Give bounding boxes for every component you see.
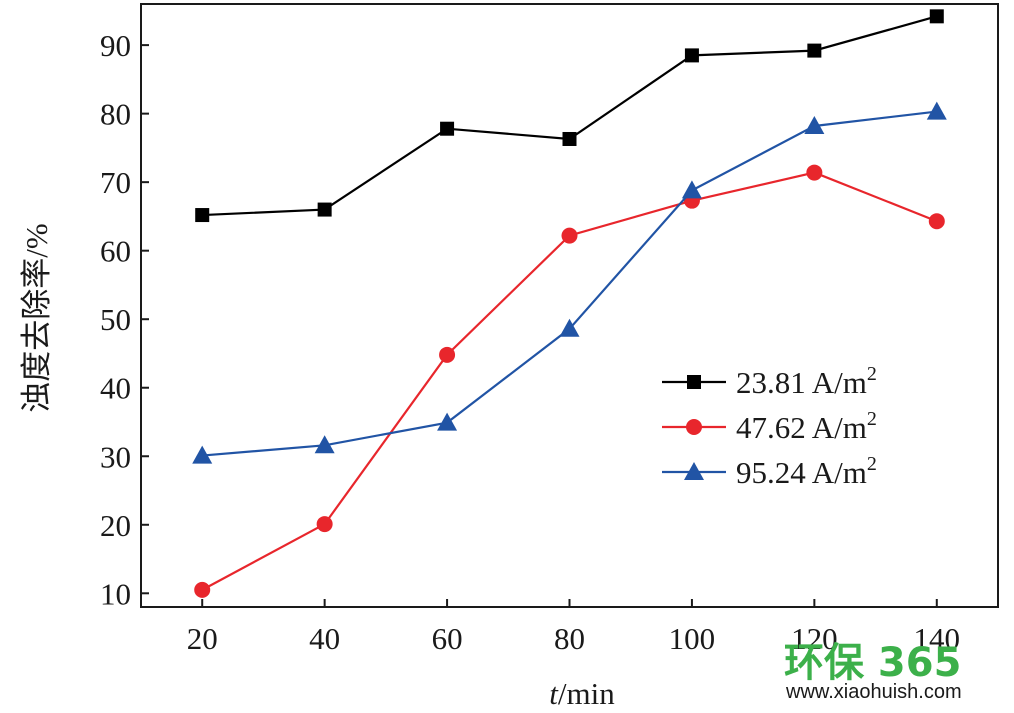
series-3-point — [437, 412, 458, 431]
plot-frame — [140, 3, 999, 608]
series-3-point — [926, 101, 947, 120]
series-1 — [195, 9, 944, 223]
legend-marker — [687, 375, 701, 389]
series-1-point — [562, 131, 577, 146]
series-1-point — [684, 48, 699, 63]
y-tick-label: 80 — [100, 97, 131, 132]
series-3-point — [192, 445, 213, 464]
x-tick-label: 120 — [791, 621, 838, 656]
series-1-point — [317, 202, 332, 217]
y-tick-label: 40 — [100, 371, 131, 406]
watermark: 环保 365 www.xiaohuish.com — [784, 640, 962, 703]
x-tick-label: 80 — [554, 621, 585, 656]
series-3-point — [804, 115, 825, 134]
series-1-point — [807, 43, 822, 58]
watermark-url: www.xiaohuish.com — [785, 681, 962, 703]
legend-label: 23.81 A/m2 — [736, 363, 877, 400]
series-2-point — [561, 227, 578, 244]
series-3 — [192, 101, 947, 464]
x-tick-label: 20 — [187, 621, 218, 656]
legend-marker — [686, 419, 702, 435]
x-tick-label: 140 — [914, 621, 961, 656]
series-2-point — [928, 213, 945, 230]
watermark-logo: 环保 365 — [784, 640, 961, 686]
series-1-point — [440, 121, 455, 136]
y-axis-title: 浊度去除率/% — [19, 223, 54, 412]
y-tick-label: 10 — [100, 576, 131, 611]
y-tick-label: 30 — [100, 439, 131, 474]
x-axis-title-unit: /min — [558, 676, 615, 711]
series-2-point — [806, 164, 823, 181]
series-3-point — [559, 318, 580, 337]
series-3-point — [314, 435, 335, 454]
series-3-point — [681, 180, 702, 199]
series-1-line — [202, 15, 938, 217]
y-tick-label: 20 — [100, 508, 131, 543]
series-2-point — [316, 516, 333, 533]
series-2-point — [439, 346, 456, 363]
x-tick-label: 40 — [309, 621, 340, 656]
x-axis-title-variable: t — [549, 676, 559, 711]
x-tick-label: 100 — [669, 621, 716, 656]
series-layer — [192, 9, 947, 598]
y-tick-label: 70 — [100, 165, 131, 200]
series-1-point — [929, 9, 944, 24]
y-tick-label: 60 — [100, 234, 131, 269]
legend-label: 95.24 A/m2 — [736, 453, 877, 490]
y-tick-label: 90 — [100, 28, 131, 63]
x-axis-title: t/min — [549, 676, 615, 711]
legend-marker — [684, 462, 704, 480]
series-1-point — [195, 208, 210, 223]
y-tick-label: 50 — [100, 302, 131, 337]
x-axis: 20 40 60 80 100 120 140 — [187, 599, 960, 656]
legend: 23.81 A/m2 47.62 A/m2 95.24 A/m2 — [662, 363, 877, 490]
y-axis: 10 20 30 40 50 60 70 80 90 — [100, 28, 149, 611]
legend-label: 47.62 A/m2 — [736, 408, 877, 445]
series-2-point — [194, 581, 211, 598]
series-3-line — [202, 110, 937, 457]
x-tick-label: 60 — [432, 621, 463, 656]
